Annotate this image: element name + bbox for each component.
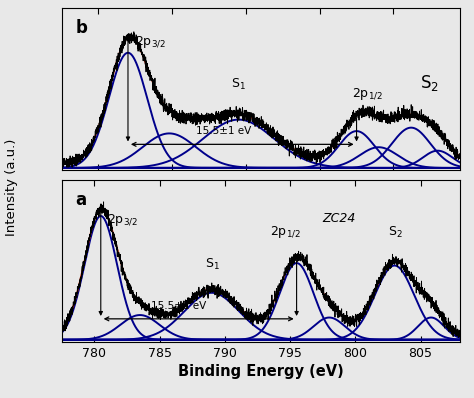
X-axis label: Binding Energy (eV): Binding Energy (eV) [178, 364, 344, 379]
Text: S$_1$: S$_1$ [231, 77, 246, 92]
Text: 2p$_{1/2}$: 2p$_{1/2}$ [271, 225, 301, 240]
Text: 2p$_{1/2}$: 2p$_{1/2}$ [352, 87, 383, 102]
Text: S$_2$: S$_2$ [388, 225, 402, 240]
Text: a: a [75, 191, 87, 209]
Text: ZC24: ZC24 [323, 211, 356, 224]
Text: 2p$_{3/2}$: 2p$_{3/2}$ [107, 213, 138, 228]
Text: 15.5±1 eV: 15.5±1 eV [152, 301, 207, 311]
Text: S$_2$: S$_2$ [420, 73, 439, 93]
Text: Intensity (a.u.): Intensity (a.u.) [5, 139, 18, 236]
Text: S$_1$: S$_1$ [205, 257, 220, 272]
Text: 2p$_{3/2}$: 2p$_{3/2}$ [136, 34, 166, 50]
Text: b: b [75, 20, 87, 37]
Text: 15.5±1 eV: 15.5±1 eV [196, 127, 252, 137]
